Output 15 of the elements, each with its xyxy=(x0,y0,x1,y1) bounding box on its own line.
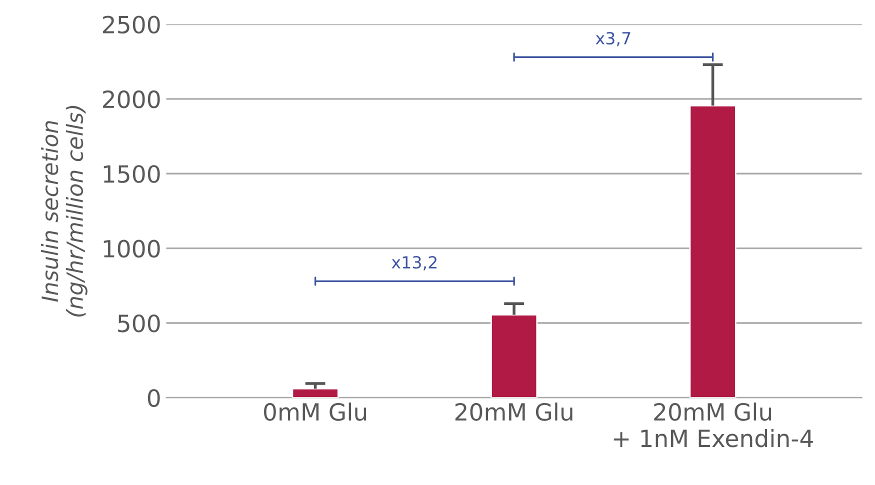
y-axis-title: Insulin secretion (ng/hr/million cells) xyxy=(41,106,88,317)
x-tick-label: 20mM Glu + 1nM Exendin-4 xyxy=(614,402,813,448)
bar xyxy=(490,314,538,398)
bar xyxy=(689,104,736,398)
y-tick-label: 500 xyxy=(118,314,160,332)
annotation: x13,2 xyxy=(392,256,437,270)
x-tick-label: 20mM Glu xyxy=(455,402,572,421)
annotation: x3,7 xyxy=(596,32,630,46)
y-tick-label: 2500 xyxy=(103,16,160,34)
y-tick-label: 1000 xyxy=(104,240,160,258)
x-tick-label: 0mM Glu xyxy=(264,402,366,421)
y-tick-label: 1500 xyxy=(104,165,160,183)
bar xyxy=(292,388,339,398)
y-tick-label: 0 xyxy=(148,389,160,408)
y-tick-label: 2000 xyxy=(103,90,160,108)
